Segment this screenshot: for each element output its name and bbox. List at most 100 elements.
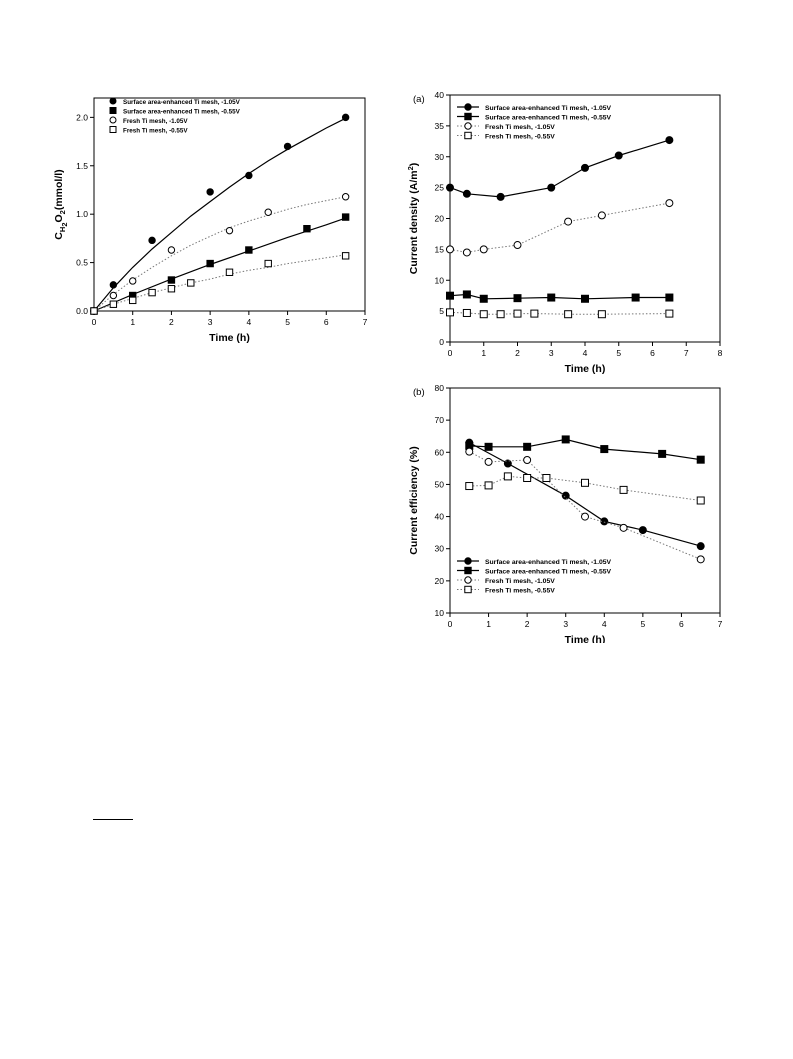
data-point — [341, 213, 350, 221]
x-tick-label: 2 — [169, 317, 174, 327]
data-point — [631, 293, 640, 302]
data-point — [496, 192, 505, 201]
chart-svg: 0 1 2 3 4 5 6 7 10 20 30 40 50 60 70 80 Time (h) Current … — [408, 383, 723, 646]
x-tick-label: 1 — [130, 317, 135, 327]
data-point — [264, 259, 272, 268]
data-point — [462, 248, 471, 257]
fit-curve — [93, 196, 346, 312]
x-tick-label: 0 — [448, 619, 453, 629]
data-point — [665, 199, 674, 208]
x-axis-label: Time (h) — [565, 634, 606, 643]
x-tick-label: 3 — [563, 619, 568, 629]
data-point — [167, 246, 176, 254]
data-point — [503, 459, 512, 468]
data-point — [245, 171, 253, 180]
x-tick-label: 3 — [549, 348, 554, 358]
y-axis-label-part: ) — [408, 163, 420, 167]
y-tick-label: 0.0 — [76, 306, 88, 316]
data-point — [581, 478, 589, 487]
x-tick-label: 4 — [602, 619, 607, 629]
y-axis-label-part: 2 — [406, 166, 415, 170]
data-point — [619, 485, 628, 494]
chart-svg: 0 1 2 3 4 5 6 7 8 0 5 10 15 20 25 30 35 40 Time (h) Current… — [406, 90, 723, 375]
series-line — [449, 202, 670, 254]
x-tick-label: 6 — [679, 619, 684, 629]
data-point — [581, 294, 589, 303]
data-point — [523, 474, 532, 482]
data-point — [446, 183, 454, 192]
fit-curve — [93, 254, 346, 312]
y-tick-label: 1.0 — [76, 209, 88, 219]
legend-entry-label: Surface area-enhanced Ti mesh, -0.55V — [485, 568, 612, 575]
data-point — [148, 236, 156, 245]
data-point — [658, 449, 667, 458]
panel-label: (b) — [413, 387, 425, 398]
data-point — [523, 442, 532, 451]
legend-marker — [464, 112, 472, 121]
x-tick-label: 0 — [448, 348, 453, 358]
legend-entry-label: Surface area-enhanced Ti mesh, -1.05V — [123, 99, 241, 106]
legend-marker — [464, 566, 472, 575]
series-line — [469, 475, 701, 501]
y-axis-label-part: Current density (A/m — [408, 170, 420, 274]
data-point — [696, 496, 705, 505]
legend-entry-label: Fresh Ti mesh, -0.55V — [123, 127, 188, 134]
data-point — [581, 163, 589, 172]
data-point — [462, 189, 471, 198]
data-point — [446, 308, 454, 317]
x-tick-label: 5 — [285, 317, 290, 327]
plot-frame — [93, 97, 366, 312]
series-surface-area-enhanced-ti-mesh-1-05v — [446, 136, 674, 201]
y-axis-label: CH2O2(mmol/l) — [53, 169, 69, 239]
y-tick-label: 10 — [435, 275, 445, 285]
data-point — [547, 183, 556, 192]
legend-marker — [464, 585, 472, 594]
y-axis-label-part: (mmol/l) — [53, 169, 65, 210]
data-point — [561, 435, 570, 444]
series-line — [449, 139, 670, 198]
y-tick-label: 0 — [439, 337, 444, 347]
data-point — [479, 294, 488, 303]
x-tick-label: 3 — [208, 317, 213, 327]
y-tick-label: 35 — [435, 121, 445, 131]
x-tick-label: 8 — [718, 348, 723, 358]
y-tick-label: 40 — [435, 90, 445, 100]
data-point — [167, 285, 176, 293]
y-axis-label-part: 2 — [58, 210, 67, 214]
y-tick-label: 40 — [435, 512, 445, 522]
legend-marker — [464, 576, 472, 584]
x-tick-label: 4 — [246, 317, 251, 327]
x-tick-label: 7 — [718, 619, 723, 629]
data-point — [503, 472, 512, 481]
legend-entry-label: Surface area-enhanced Ti mesh, -0.55V — [485, 114, 612, 121]
y-axis-label: Current efficiency (%) — [408, 446, 420, 555]
data-point — [462, 290, 471, 299]
x-tick-label: 1 — [481, 348, 486, 358]
data-point — [462, 308, 471, 317]
legend-marker — [109, 107, 117, 114]
data-point — [665, 293, 674, 302]
series-fresh-ti-mesh-0-55v — [465, 472, 705, 505]
data-point — [597, 310, 606, 319]
legend-marker — [464, 122, 472, 130]
data-point — [206, 188, 214, 196]
data-point — [484, 457, 493, 466]
data-point — [109, 291, 118, 300]
series-fresh-ti-mesh-0-55v — [446, 308, 674, 319]
legend-entry-label: Fresh Ti mesh, -0.55V — [485, 133, 555, 140]
data-point — [479, 310, 488, 319]
data-point — [341, 113, 350, 122]
data-point — [341, 193, 350, 201]
x-tick-label: 2 — [515, 348, 520, 358]
series-fresh-ti-mesh-0-55v — [90, 252, 350, 315]
data-point — [696, 555, 705, 564]
data-point — [109, 281, 118, 289]
legend: Surface area-enhanced Ti mesh, -1.05V Sur… — [109, 97, 241, 134]
data-point — [479, 245, 488, 254]
data-point — [513, 309, 522, 318]
data-point — [564, 217, 573, 226]
data-point — [446, 291, 454, 300]
panel-label: (a) — [413, 94, 425, 105]
legend-entry-label: Surface area-enhanced Ti mesh, -1.05V — [485, 559, 612, 566]
data-point — [638, 526, 647, 535]
